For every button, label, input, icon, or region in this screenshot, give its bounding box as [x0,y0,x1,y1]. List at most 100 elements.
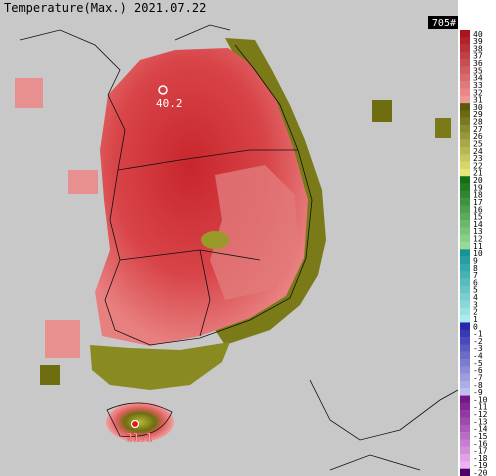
legend-swatch [460,95,470,104]
legend-swatch [460,205,470,213]
patch [40,365,60,385]
legend-label: 29 [473,110,483,119]
legend-swatch [460,198,470,206]
legend-swatch [460,329,470,338]
legend-swatch [460,44,470,53]
legend-label: -16 [473,439,488,448]
legend-label: 12 [473,235,483,244]
legend-label: 21 [473,169,483,178]
olive-zone [90,342,230,390]
legend-swatch [460,73,470,82]
patch [15,78,43,108]
legend-swatch [460,242,470,250]
legend-label: 23 [473,154,483,163]
legend-label: 28 [473,118,483,127]
legend-swatch [460,139,470,148]
count-box [428,16,458,29]
legend-label: -17 [473,447,488,456]
legend-swatch [460,132,470,140]
legend-swatch [460,256,470,265]
legend-swatch [460,417,470,426]
legend-label: -1 [473,330,483,339]
legend-label: 27 [473,125,483,134]
legend-swatch [460,344,470,352]
legend-swatch [460,81,470,89]
legend-label: -6 [473,366,483,375]
legend-swatch [460,337,470,345]
legend-swatch [460,446,470,455]
legend-label: -9 [473,388,483,397]
legend-label: 15 [473,213,483,222]
legend-label: 30 [473,103,483,112]
legend-label: -18 [473,454,488,463]
legend-swatch [460,51,470,60]
legend-label: 1 [473,315,478,324]
legend-label: 3 [473,300,478,309]
legend-swatch [460,103,470,111]
legend-swatch [460,322,470,330]
legend-swatch [460,176,470,184]
legend-swatch [460,249,470,257]
legend-label: -5 [473,359,483,368]
legend-swatch [460,315,470,323]
legend-label: 2 [473,308,478,317]
patch [435,118,451,138]
legend-label: 14 [473,220,483,229]
legend-label: 34 [473,74,483,83]
max-marker [158,85,168,95]
legend-swatch [460,220,470,228]
legend-label: -3 [473,344,483,353]
legend-label: 40 [473,30,483,39]
legend-label: 20 [473,176,483,185]
legend-swatch [460,125,470,133]
legend-label: -12 [473,410,488,419]
legend-swatch [460,30,470,38]
legend-swatch [460,439,470,447]
station-count: 705# [432,18,456,29]
olive-zone [201,231,229,249]
legend-swatch [460,468,470,476]
legend-label: -13 [473,417,488,426]
legend-label: 13 [473,227,483,236]
legend-label: 4 [473,293,478,302]
boundary [106,379,459,471]
max-label: 40.2 [156,97,183,110]
legend-label: 5 [473,286,478,295]
legend-swatch [460,293,470,301]
legend-swatch [460,154,470,162]
legend-swatch [460,227,470,235]
legend-swatch [460,300,470,309]
warm-zone [210,165,298,300]
legend-swatch [460,402,470,411]
legend-swatch [460,66,470,75]
legend-label: 36 [473,59,483,68]
legend-label: 38 [473,44,483,53]
legend-swatch [460,395,470,404]
legend-swatch [460,380,470,389]
legend-swatch [460,461,470,469]
legend-label: 31 [473,96,483,105]
legend-label: 32 [473,88,483,97]
legend-swatch [460,351,470,360]
legend-label: -15 [473,432,488,441]
legend-swatch [460,373,470,382]
legend-label: 19 [473,183,483,192]
legend-label: 10 [473,249,483,258]
boundary [19,24,313,346]
legend: 4039383736353433323130292827262524232221… [458,0,496,476]
legend-label: 26 [473,132,483,141]
legend-label: 33 [473,81,483,90]
legend-swatch [460,183,470,192]
legend-swatch [460,263,470,272]
legend-swatch [460,454,470,462]
legend-label: -10 [473,395,488,404]
legend-label: 8 [473,264,478,273]
legend-swatch [460,271,470,279]
legend-swatch [460,432,470,440]
legend-label: 9 [473,256,478,265]
legend-label: 39 [473,37,483,46]
legend-label: -11 [473,403,488,412]
legend-label: 18 [473,191,483,200]
legend-label: -7 [473,373,483,382]
